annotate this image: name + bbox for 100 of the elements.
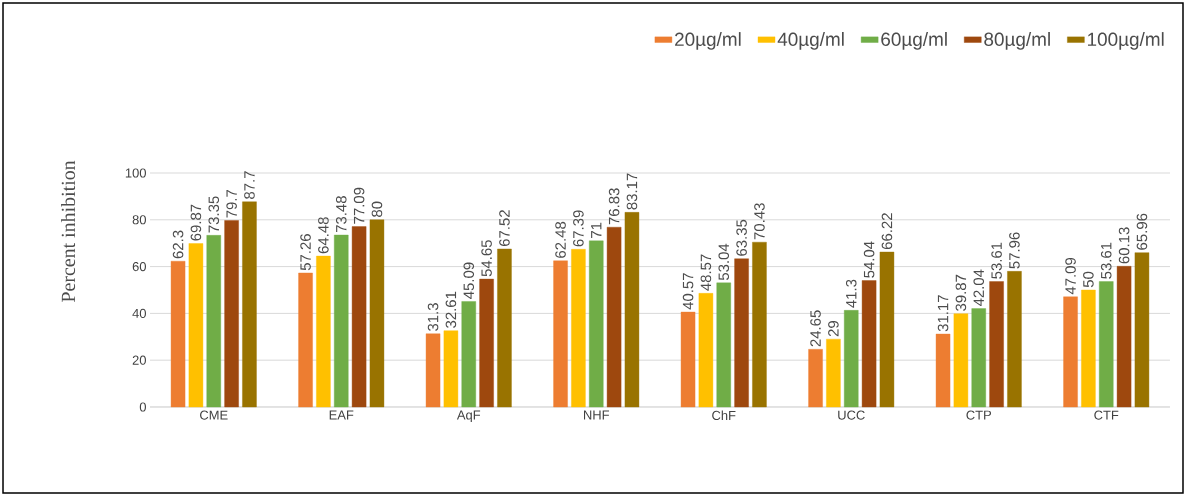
data-label: 73.48 — [335, 196, 347, 233]
bar — [971, 308, 986, 408]
bar — [1063, 296, 1078, 408]
data-label: 53.61 — [1100, 242, 1112, 279]
data-label: 69.87 — [190, 204, 202, 241]
data-label: 73.35 — [208, 196, 220, 233]
bar — [1134, 252, 1150, 408]
data-label: 66.22 — [881, 213, 893, 250]
bar — [698, 293, 714, 408]
bar — [680, 311, 696, 408]
bar — [879, 251, 895, 408]
data-label: 64.48 — [318, 217, 329, 254]
data-label: 63.35 — [736, 219, 747, 256]
data-label: 47.09 — [1065, 257, 1076, 295]
data-label: 54.65 — [481, 240, 492, 277]
x-tick-label: AqF — [456, 410, 481, 423]
bar — [953, 313, 969, 408]
data-label: 29 — [828, 321, 839, 337]
data-label: 31.17 — [937, 295, 949, 332]
x-tick-label: CME — [200, 410, 228, 420]
data-label: 60.13 — [1118, 227, 1130, 264]
y-axis-title: Percent inhibition — [61, 160, 76, 303]
bar — [1081, 289, 1096, 408]
bar — [589, 240, 604, 408]
bar — [935, 333, 951, 408]
data-label: 77.09 — [353, 187, 365, 224]
y-tick-label: 80 — [132, 215, 146, 225]
bar — [624, 212, 640, 408]
data-label: 67.39 — [573, 210, 584, 247]
bar — [808, 349, 823, 408]
data-label: 79.7 — [226, 189, 237, 218]
data-label: 53.04 — [718, 243, 730, 281]
x-tick-label: CTF — [1094, 410, 1119, 420]
data-label: 48.57 — [700, 254, 712, 291]
data-label: 57.96 — [1009, 232, 1020, 269]
bar — [861, 280, 877, 408]
legend-label: 40µg/ml — [777, 32, 844, 50]
bar — [1116, 266, 1132, 408]
bar — [206, 235, 221, 408]
bar — [553, 260, 568, 408]
data-label: 31.3 — [427, 303, 439, 331]
data-label: 50 — [1083, 271, 1094, 288]
bar — [334, 234, 349, 408]
legend-label: 60µg/ml — [881, 32, 947, 50]
data-label: 41.3 — [845, 279, 857, 308]
y-tick-label: 20 — [132, 355, 146, 365]
data-label: 24.65 — [810, 310, 821, 347]
bar — [316, 255, 331, 408]
legend-label: 100µg/ml — [1087, 32, 1164, 50]
data-label: 83.17 — [626, 173, 638, 210]
bar — [443, 330, 459, 408]
bar — [351, 226, 367, 408]
data-label: 71 — [591, 222, 602, 238]
bar — [1099, 281, 1114, 408]
bar — [188, 243, 204, 408]
y-tick-label: 40 — [132, 308, 146, 318]
bar — [752, 241, 767, 408]
y-tick-label: 60 — [132, 262, 146, 272]
data-label: 53.61 — [991, 242, 1002, 279]
data-label: 80 — [371, 201, 383, 217]
data-label: 65.96 — [1136, 213, 1148, 250]
data-label: 39.87 — [955, 274, 967, 311]
data-label: 62.3 — [172, 230, 184, 259]
x-tick-label: EAF — [329, 410, 354, 420]
bar — [242, 201, 257, 408]
bar — [826, 338, 841, 408]
bar — [298, 272, 313, 408]
bar — [844, 310, 859, 408]
bar — [989, 281, 1004, 408]
data-label: 76.83 — [608, 188, 620, 225]
y-tick-label: 0 — [139, 402, 146, 412]
y-tick-label: 100 — [125, 168, 146, 178]
bar — [716, 282, 731, 408]
bar — [369, 219, 385, 408]
data-label: 70.43 — [754, 203, 765, 240]
bar — [1007, 271, 1022, 408]
data-label: 62.48 — [555, 221, 566, 258]
bar — [170, 261, 186, 408]
bar — [479, 278, 494, 408]
bar — [734, 258, 749, 408]
data-label: 67.52 — [499, 210, 510, 247]
data-label: 40.57 — [682, 273, 694, 310]
legend-label: 20µg/ml — [675, 32, 741, 50]
bar — [224, 220, 239, 408]
data-label: 45.09 — [463, 262, 475, 299]
bar — [606, 227, 622, 408]
legend-label: 80µg/ml — [984, 32, 1050, 50]
bar — [425, 333, 441, 408]
bar — [571, 249, 586, 408]
data-label: 54.04 — [863, 241, 875, 278]
data-label: 32.61 — [445, 291, 457, 328]
x-tick-label: UCC — [838, 410, 865, 420]
data-label: 42.04 — [973, 269, 985, 307]
x-tick-label: CTP — [966, 410, 992, 420]
data-label: 87.7 — [244, 171, 255, 199]
x-tick-label: NHF — [584, 410, 610, 420]
bar — [461, 301, 476, 408]
bar — [497, 248, 512, 408]
data-label: 57.26 — [300, 234, 311, 271]
x-tick-label: ChF — [712, 410, 736, 421]
